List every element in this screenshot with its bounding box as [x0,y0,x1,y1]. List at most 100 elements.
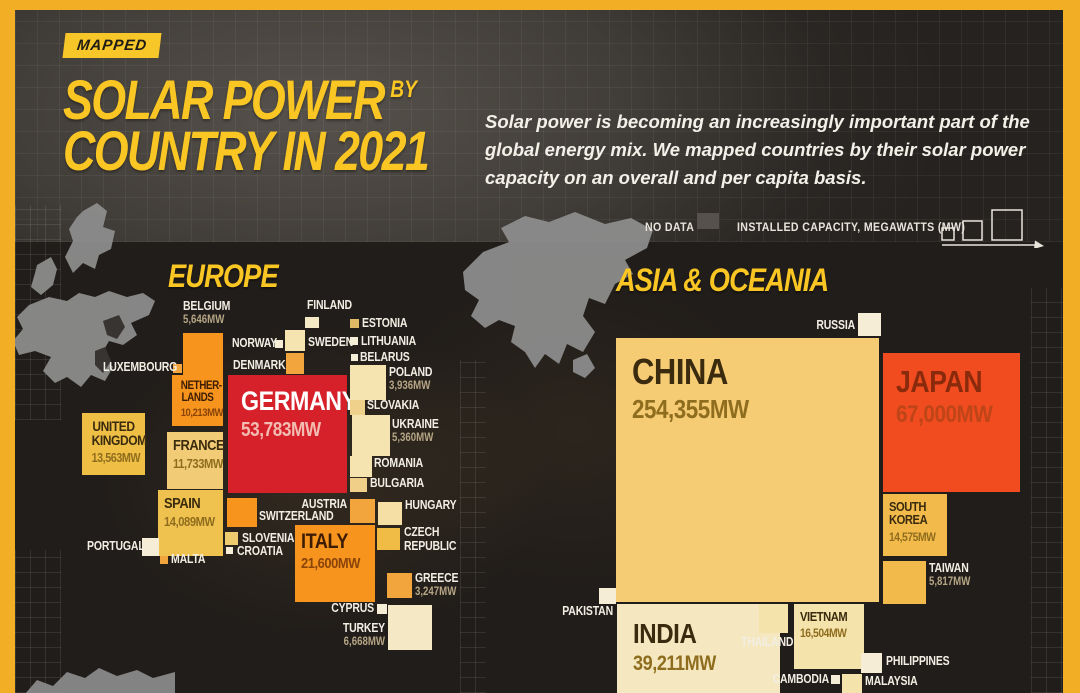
country-malta-square [160,556,168,564]
grid-patch-right [1031,288,1063,693]
country-belgium-square [183,333,223,375]
country-cyprus-label: CYPRUS [331,601,374,615]
country-switzerland-square [227,498,257,527]
country-italy-value: 21,600MW [301,555,360,573]
country-russia-square [858,313,881,336]
country-united-kingdom-value: 13,563MW [91,450,141,465]
country-finland-label: FINLAND [307,298,352,312]
country-bulgaria-label: BULGARIA [370,476,425,490]
section-title-asia-oceania: ASIA & OCEANIA [616,262,829,298]
grid-patch-left-lower [15,550,61,693]
country-malaysia-label: MALAYSIA [865,674,918,688]
country-france-value: 11,733MW [173,456,224,472]
country-south-korea-name: SOUTH KOREA [889,499,928,528]
capacity-legend-label: INSTALLED CAPACITY, MEGAWATTS (MW) [737,222,966,234]
grid-patch-middle [460,360,486,693]
country-malta-label: MALTA [171,552,206,566]
country-pakistan-label: PAKISTAN [562,604,613,618]
country-vietnam-name: VIETNAM [800,609,848,624]
country-finland-square [305,317,319,328]
country-norway-square [275,340,283,348]
country-denmark-square [286,353,304,374]
country-portugal-label: PORTUGAL [87,539,145,553]
country-netherlands-name: NETHER- LANDS [180,380,222,404]
country-china-name: CHINA [632,351,728,392]
country-pakistan-square [599,588,616,604]
country-luxembourg-square [173,364,182,373]
country-denmark-label: DENMARK [233,358,286,372]
country-sweden-label: SWEDEN [308,335,354,349]
country-japan-value: 67,000MW [896,400,993,428]
country-austria-label: AUSTRIA [301,497,348,511]
country-japan-square: JAPAN 67,000MW [883,353,1020,492]
country-estonia-label: ESTONIA [362,316,408,330]
country-ukraine-label: UKRAINE 5,360MW [392,417,439,444]
country-lithuania-square [350,337,358,345]
country-india-value: 39,211MW [633,651,716,675]
page-title-line1: SOLAR POWER BY [63,68,417,131]
country-united-kingdom-name: UNITED KINGDOM [91,418,148,449]
country-luxembourg-label: LUXEMBOURG [103,360,178,374]
country-spain-square: SPAIN 14,089MW [158,490,223,556]
country-philippines-square [861,653,882,673]
country-poland-square [350,365,386,400]
country-south-korea-value: 14,575MW [889,529,936,544]
country-sweden-square [285,330,305,351]
country-hungary-label: HUNGARY [405,498,457,512]
country-vietnam-value: 16,504MW [800,626,847,641]
country-south-korea-square: SOUTH KOREA 14,575MW [883,494,947,556]
country-taiwan-label: TAIWAN 5,817MW [929,561,971,588]
country-italy-name: ITALY [301,530,349,553]
country-romania-label: ROMANIA [374,456,423,470]
mapped-badge: MAPPED [62,33,162,58]
country-slovenia-square [225,532,238,545]
country-romania-square [350,456,372,477]
no-data-swatch [697,213,719,229]
page-title-by: BY [390,76,417,103]
country-china-value: 254,355MW [632,393,749,424]
country-poland-label: POLAND 3,936MW [389,365,433,392]
country-czech-republic-label: CZECH REPUBLIC [404,525,457,553]
grid-patch-left [15,205,61,420]
no-data-label: NO DATA [645,222,695,234]
country-croatia-square [226,547,233,554]
country-lithuania-label: LITHUANIA [361,334,417,348]
country-slovenia-label: SLOVENIA [242,531,295,545]
country-united-kingdom-square: UNITED KINGDOM 13,563MW [82,413,148,475]
country-cyprus-square [377,604,387,614]
page-subtitle: Solar power is becoming an increasingly … [485,111,1030,188]
country-norway-label: NORWAY [232,336,278,350]
country-turkey-label: TURKEY 6,668MW [342,621,385,648]
country-cambodia-label: CAMBODIA [772,672,830,686]
country-russia-label: RUSSIA [816,318,855,332]
country-netherlands-square: NETHER- LANDS 10,213MW [172,375,223,426]
country-vietnam-square: VIETNAM 16,504MW [794,604,864,669]
country-belgium-label: BELGIUM 5,646MW [183,299,231,326]
country-spain-name: SPAIN [164,495,201,512]
infographic-canvas: MAPPED SOLAR POWER BY COUNTRY IN 2021 Sol… [15,10,1063,693]
country-china-square: CHINA 254,355MW [616,338,879,602]
country-turkey-square [388,605,432,650]
country-japan-name: JAPAN [896,364,983,399]
country-cambodia-square [831,675,840,684]
country-slovakia-label: SLOVAKIA [367,398,420,412]
country-greece-square [387,573,412,598]
country-taiwan-square [883,561,926,604]
country-hungary-square [378,502,402,525]
capacity-scale-icon [941,209,1044,248]
country-portugal-square [142,538,159,556]
country-netherlands-value: 10,213MW [180,407,224,420]
page-title-line2: COUNTRY IN 2021 [63,119,430,182]
country-croatia-label: CROATIA [237,544,283,558]
country-germany-value: 53,783MW [241,418,321,441]
country-belarus-square [351,354,358,361]
country-germany-square: GERMANY 53,783MW [228,375,357,493]
country-czech-republic-square [377,528,400,550]
country-thailand-square [759,604,788,633]
country-thailand-label: THAILAND [741,635,794,649]
country-philippines-label: PHILIPPINES [886,654,950,668]
section-title-europe: EUROPE [168,258,279,294]
header-band [15,10,1063,242]
country-belarus-label: BELARUS [360,350,410,364]
